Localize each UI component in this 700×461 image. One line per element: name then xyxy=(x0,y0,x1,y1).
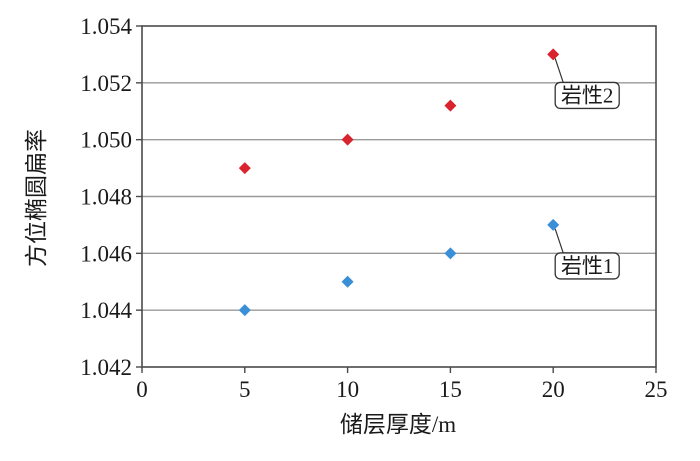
x-tick-label: 20 xyxy=(542,377,565,402)
x-tick-label: 15 xyxy=(439,377,462,402)
y-tick-label: 1.054 xyxy=(80,14,132,39)
callout-box xyxy=(554,252,620,280)
tick-labels: 1.042 1.044 1.046 1.048 1.050 1.052 1.054 0 5 10 1… xyxy=(80,14,667,402)
y-tick-label: 1.044 xyxy=(80,298,132,323)
y-tick-label: 1.050 xyxy=(80,128,132,153)
x-tick-label: 10 xyxy=(336,377,359,402)
data-point xyxy=(341,133,354,146)
x-tick-label: 25 xyxy=(645,377,668,402)
data-point xyxy=(444,247,457,260)
data-point xyxy=(238,162,251,175)
data-point xyxy=(341,275,354,288)
x-tick-label: 0 xyxy=(136,377,148,402)
data-point xyxy=(547,218,560,231)
data-point xyxy=(444,99,457,112)
series-callout: 岩性1 xyxy=(554,228,620,280)
series-callouts: 岩性2 岩性1 xyxy=(554,58,620,280)
data-point xyxy=(238,304,251,317)
series-callout: 岩性2 xyxy=(554,58,620,110)
x-axis-title: 储层厚度/m xyxy=(340,412,456,437)
y-tick-label: 1.048 xyxy=(80,185,132,210)
x-tick-label: 5 xyxy=(239,377,251,402)
data-point xyxy=(547,48,560,61)
callout-leader-line xyxy=(554,228,574,254)
y-axis-title: 方位椭圆扁率 xyxy=(24,129,49,267)
data-points xyxy=(238,48,560,317)
callout-label: 岩性2 xyxy=(561,83,614,107)
callout-leader-line xyxy=(554,58,574,84)
callout-label: 岩性1 xyxy=(561,254,614,278)
callout-box xyxy=(554,81,620,110)
y-tick-label: 1.042 xyxy=(80,355,132,380)
y-tick-label: 1.046 xyxy=(80,241,132,266)
y-tick-label: 1.052 xyxy=(80,71,132,96)
axes xyxy=(136,25,657,373)
